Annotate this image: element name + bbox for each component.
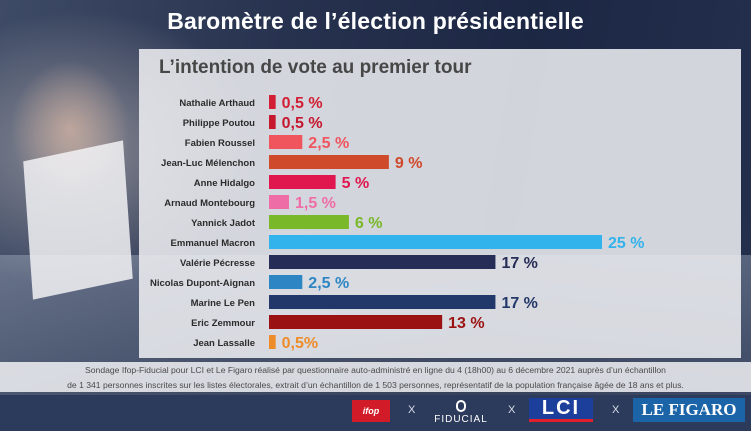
bar <box>269 215 349 229</box>
value-label: 9 % <box>395 155 423 172</box>
category-label: Yannick Jadot <box>191 218 256 229</box>
bar-chart: Nathalie Arthaud 0,5 % Philippe Poutou 0,5 … <box>150 95 644 352</box>
bar <box>269 175 336 189</box>
value-label: 0,5 % <box>282 95 323 112</box>
value-label: 17 % <box>501 295 537 312</box>
le-figaro-logo: LE FIGARO <box>633 398 745 422</box>
category-label: Eric Zemmour <box>191 318 255 329</box>
category-label: Valérie Pécresse <box>180 258 255 269</box>
value-label: 0,5% <box>282 335 318 352</box>
value-label: 2,5 % <box>308 135 349 152</box>
bar <box>269 135 303 149</box>
ifop-logo: ifop <box>352 400 390 422</box>
bar <box>269 315 443 329</box>
source-note: Sondage Ifop-Fiducial pour LCI et Le Fig… <box>0 362 751 392</box>
value-label: 1,5 % <box>295 195 336 212</box>
bar <box>269 275 303 289</box>
bar <box>269 235 602 249</box>
value-label: 6 % <box>355 215 383 232</box>
fiducial-logo-text: FIDUCIAL <box>434 413 488 425</box>
category-label: Emmanuel Macron <box>171 238 256 249</box>
lci-logo: LCI <box>529 397 593 422</box>
category-label: Fabien Roussel <box>185 138 255 149</box>
fiducial-mark-icon <box>456 399 466 412</box>
value-label: 17 % <box>501 255 537 272</box>
source-line-2: de 1 341 personnes inscrites sur les lis… <box>67 380 684 390</box>
main-title: Baromètre de l’élection présidentielle <box>167 8 584 34</box>
category-label: Jean Lassalle <box>193 338 255 349</box>
bar <box>269 295 496 309</box>
chart-subtitle: L’intention de vote au premier tour <box>159 57 472 78</box>
bar <box>269 255 496 269</box>
bar <box>269 155 389 169</box>
fiducial-logo: FIDUCIAL <box>430 399 492 425</box>
separator-x: X <box>408 404 416 416</box>
category-label: Philippe Poutou <box>183 118 255 129</box>
value-label: 0,5 % <box>282 115 323 132</box>
category-label: Arnaud Montebourg <box>164 198 255 209</box>
category-label: Nathalie Arthaud <box>179 98 255 109</box>
bar <box>269 195 289 209</box>
separator-x: X <box>508 404 516 416</box>
bar <box>269 115 276 129</box>
value-label: 13 % <box>448 315 484 332</box>
category-label: Jean-Luc Mélenchon <box>161 158 255 169</box>
separator-x: X <box>612 404 620 416</box>
value-label: 5 % <box>342 175 370 192</box>
source-line-1: Sondage Ifop-Fiducial pour LCI et Le Fig… <box>85 365 666 375</box>
category-label: Anne Hidalgo <box>194 178 255 189</box>
category-label: Marine Le Pen <box>191 298 256 309</box>
value-label: 25 % <box>608 235 644 252</box>
bar <box>269 335 276 349</box>
category-label: Nicolas Dupont-Aignan <box>150 278 255 289</box>
value-label: 2,5 % <box>308 275 349 292</box>
bar <box>269 95 276 109</box>
ballot-paper-photo <box>23 140 133 300</box>
